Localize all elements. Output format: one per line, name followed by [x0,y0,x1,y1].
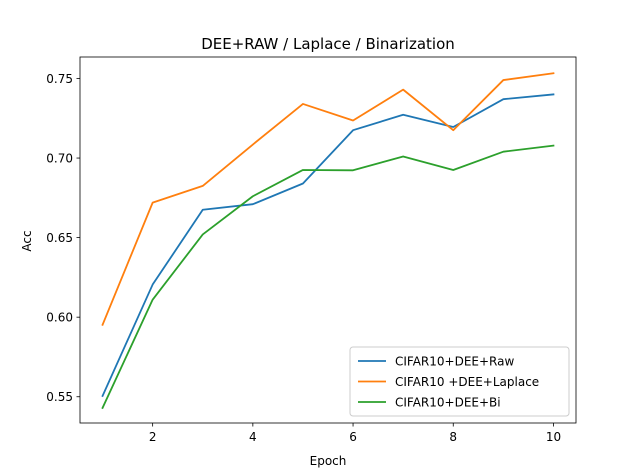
data-point-0-0 [102,395,104,397]
data-point-1-9 [553,72,555,74]
data-point-0-9 [553,93,555,95]
plot-area: 2 4 6 8 10 0.55 0.60 0.65 0.70 0.75 [46,56,577,444]
series-line-1 [101,72,555,326]
data-point-0-7 [452,126,454,128]
data-point-0-4 [302,183,304,185]
data-point-2-3 [252,195,254,197]
data-point-2-2 [202,234,204,236]
data-point-2-9 [553,145,555,147]
data-point-2-7 [452,169,454,171]
y-tick-label: 0.70 [46,152,73,166]
data-point-1-5 [352,120,354,122]
x-tick-label: 8 [449,430,457,444]
y-tick-label: 0.75 [46,72,73,86]
data-point-2-6 [402,156,404,158]
data-point-2-4 [302,169,304,171]
data-point-0-3 [252,203,254,205]
data-point-1-1 [152,202,154,204]
data-point-0-2 [202,209,204,211]
data-point-0-1 [152,284,154,286]
legend-label: CIFAR10 +DEE+Laplace [395,375,539,389]
data-point-1-3 [252,144,254,146]
data-point-1-0 [102,324,104,326]
data-point-1-8 [502,79,504,81]
axes-frame [79,56,577,424]
series-line-2 [101,144,555,410]
legend-label: CIFAR10+DEE+Bi [395,396,501,410]
data-point-2-8 [502,151,504,153]
y-axis-label: Acc [20,230,34,251]
data-point-2-1 [152,299,154,301]
data-point-1-2 [202,185,204,187]
legend-box [349,346,570,417]
y-tick-label: 0.65 [46,231,73,245]
y-tick-label: 0.60 [46,311,73,325]
data-point-1-7 [452,129,454,131]
x-tick-label: 2 [149,430,157,444]
x-axis-label: Epoch [310,454,347,468]
data-point-0-6 [402,114,404,116]
legend-label: CIFAR10+DEE+Raw [395,355,514,369]
x-tick-label: 6 [349,430,357,444]
chart-title: DEE+RAW / Laplace / Binarization [201,35,455,53]
data-point-0-8 [502,98,504,100]
data-point-1-6 [402,89,404,91]
series-line-0 [101,93,555,398]
x-tick-label: 10 [546,430,561,444]
data-point-2-5 [352,169,354,171]
data-point-2-0 [102,407,104,409]
legend: CIFAR10+DEE+Raw CIFAR10 +DEE+Laplace CIFAR… [349,346,570,417]
data-point-0-5 [352,129,354,131]
y-tick-label: 0.55 [46,390,73,404]
data-point-1-4 [302,103,304,105]
x-tick-label: 4 [249,430,257,444]
